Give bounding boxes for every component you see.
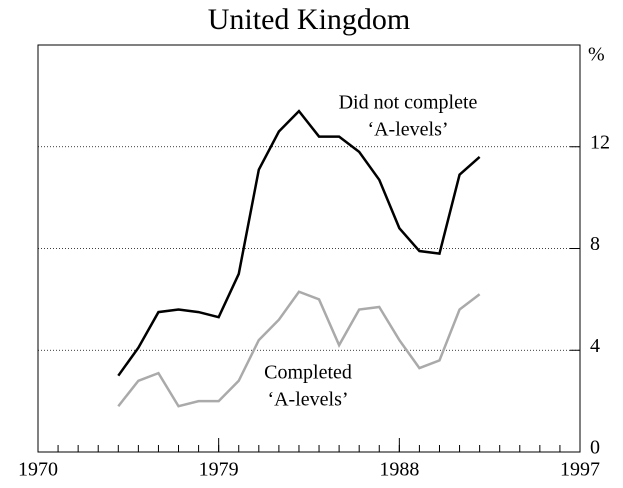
y-tick-label: 8: [590, 233, 600, 255]
chart-title: United Kingdom: [208, 3, 411, 36]
x-tick-label: 1979: [199, 459, 239, 481]
annotation: ‘A-levels’: [367, 119, 448, 141]
y-tick-label: 0: [590, 437, 600, 459]
annotation: Did not complete: [339, 92, 478, 114]
series-line: [117, 109, 481, 377]
x-tick-label: 1988: [379, 459, 419, 481]
annotation: Completed: [264, 362, 352, 384]
y-unit: %: [588, 44, 605, 66]
y-tick-label: 4: [590, 335, 600, 357]
x-tick-label: 1970: [18, 459, 58, 481]
annotation: ‘A-levels’: [267, 389, 348, 411]
series-line: [117, 290, 481, 408]
y-tick-label: 12: [590, 131, 610, 153]
x-tick-label: 1997: [560, 459, 600, 481]
